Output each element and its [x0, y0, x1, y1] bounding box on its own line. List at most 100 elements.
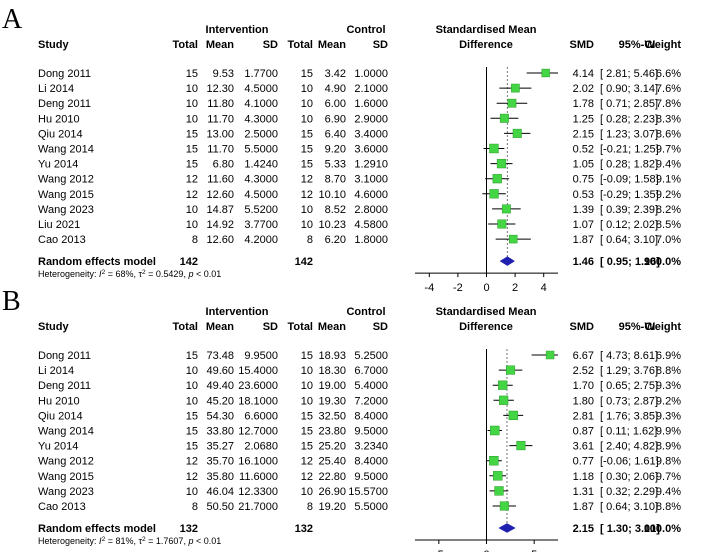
- control-total: 15: [301, 350, 313, 362]
- control-total: 12: [301, 189, 313, 201]
- study-effect-box: [545, 350, 555, 360]
- intervention-mean: 46.04: [206, 486, 234, 498]
- control-mean: 25.20: [318, 441, 346, 453]
- pooled-label: Random effects model: [38, 523, 156, 535]
- study-name: Wang 2015: [38, 189, 94, 201]
- header-mean-intervention: Mean: [206, 321, 234, 333]
- control-total: 12: [301, 471, 313, 483]
- intervention-mean: 13.00: [206, 128, 234, 140]
- study-name: Deng 2011: [38, 98, 91, 110]
- intervention-mean: 11.60: [207, 174, 234, 186]
- study-ci: [-0.09; 1.58]: [600, 174, 659, 186]
- study-name: Yu 2014: [38, 441, 78, 453]
- intervention-sd: 4.1000: [244, 98, 278, 110]
- pooled-smd: 2.15: [573, 523, 594, 535]
- intervention-mean: 49.40: [206, 380, 234, 392]
- study-effect-box: [499, 501, 509, 511]
- intervention-total: 12: [186, 174, 198, 186]
- intervention-sd: 5.5000: [244, 144, 278, 156]
- study-row: Yu 2014 15 6.80 1.4240 15 5.33 1.2910 1.05 [ 0.2…: [38, 159, 681, 171]
- study-name: Wang 2012: [38, 174, 94, 186]
- control-total: 10: [301, 83, 313, 95]
- study-name: Cao 2013: [38, 501, 86, 513]
- intervention-sd: 4.2000: [244, 234, 278, 246]
- intervention-mean: 50.50: [206, 501, 234, 513]
- control-sd: 5.4000: [354, 380, 388, 392]
- intervention-sd: 21.7000: [238, 501, 278, 513]
- study-ci: [ 0.32; 2.29]: [600, 486, 658, 498]
- pooled-diamond: [498, 523, 516, 533]
- intervention-mean: 35.70: [206, 456, 234, 468]
- control-total: 10: [301, 486, 313, 498]
- study-row: Wang 2015 12 35.80 11.6000 12 22.80 9.5000 1.18…: [38, 471, 681, 483]
- intervention-total: 10: [186, 219, 198, 231]
- study-weight: 9.9%: [656, 426, 681, 438]
- study-smd: 1.25: [573, 113, 594, 125]
- control-total: 12: [301, 456, 313, 468]
- control-sd: 2.9000: [354, 113, 388, 125]
- intervention-mean: 12.60: [206, 234, 234, 246]
- forest-panel-a: A Intervention Control Standardised Mean Stu…: [2, 4, 681, 294]
- study-weight: 9.1%: [656, 174, 681, 186]
- study-ci: [ 0.73; 2.87]: [600, 395, 658, 407]
- study-ci: [ 4.73; 8.61]: [600, 350, 658, 362]
- study-effect-box: [501, 204, 511, 214]
- study-row: Liu 2021 10 14.92 3.7700 10 10.23 4.5800 1.07 [ …: [38, 219, 681, 231]
- header-mean-intervention: Mean: [206, 39, 234, 51]
- header-control: Control: [346, 24, 385, 36]
- intervention-sd: 1.4240: [244, 159, 278, 171]
- control-mean: 18.30: [318, 365, 346, 377]
- intervention-mean: 12.30: [206, 83, 234, 95]
- control-total: 8: [307, 501, 313, 513]
- study-weight: 9.3%: [656, 380, 681, 392]
- study-effect-box: [489, 189, 499, 199]
- study-effect-box: [541, 68, 550, 78]
- control-mean: 6.20: [325, 234, 346, 246]
- study-effect-box: [493, 471, 503, 481]
- study-weight: 6.9%: [656, 350, 681, 362]
- study-effect-box: [512, 128, 522, 138]
- intervention-sd: 1.7700: [244, 68, 278, 80]
- control-total: 10: [301, 98, 313, 110]
- intervention-sd: 18.1000: [238, 395, 278, 407]
- header-total-intervention: Total: [173, 321, 198, 333]
- intervention-mean: 14.87: [206, 204, 234, 216]
- study-weight: 8.8%: [656, 365, 681, 377]
- header-mean-control: Mean: [318, 321, 346, 333]
- study-weight: 9.7%: [656, 471, 681, 483]
- study-weight: 9.3%: [656, 410, 681, 422]
- intervention-sd: 12.3300: [238, 486, 278, 498]
- control-mean: 25.40: [318, 456, 346, 468]
- intervention-sd: 23.6000: [238, 380, 278, 392]
- intervention-sd: 9.9500: [244, 350, 278, 362]
- header-difference: Difference: [459, 39, 513, 51]
- study-row: Qiu 2014 15 54.30 6.6000 15 32.50 8.4000 2.81 [ …: [38, 410, 681, 422]
- intervention-total: 12: [186, 471, 198, 483]
- control-mean: 4.90: [325, 83, 346, 95]
- control-total: 15: [301, 410, 313, 422]
- control-total: 15: [301, 128, 313, 140]
- intervention-sd: 2.5000: [244, 128, 278, 140]
- study-ci: [-0.06; 1.61]: [600, 456, 659, 468]
- study-ci: [ 1.29; 3.76]: [600, 365, 658, 377]
- control-mean: 22.80: [318, 471, 346, 483]
- study-smd: 1.80: [573, 395, 594, 407]
- header-smd-title: Standardised Mean: [436, 24, 537, 36]
- pooled-weight: 100.0%: [644, 523, 682, 535]
- control-sd: 3.2340: [354, 441, 388, 453]
- study-ci: [ 0.64; 3.10]: [600, 234, 658, 246]
- study-ci: [ 0.28; 1.82]: [600, 159, 658, 171]
- control-sd: 3.4000: [354, 128, 388, 140]
- study-weight: 9.4%: [656, 159, 681, 171]
- study-effect-box: [499, 113, 509, 123]
- study-weight: 7.0%: [656, 234, 681, 246]
- study-ci: [ 0.30; 2.06]: [600, 471, 658, 483]
- control-mean: 19.20: [318, 501, 346, 513]
- study-smd: 1.87: [573, 234, 594, 246]
- pooled-control-total: 142: [295, 256, 313, 268]
- study-ci: [ 0.90; 3.14]: [600, 83, 658, 95]
- header-sd-control: SD: [373, 321, 388, 333]
- study-weight: 8.9%: [656, 441, 681, 453]
- study-name: Wang 2014: [38, 144, 94, 156]
- study-row: Wang 2023 10 14.87 5.5200 10 8.52 2.8000 1.39 [ …: [38, 204, 681, 216]
